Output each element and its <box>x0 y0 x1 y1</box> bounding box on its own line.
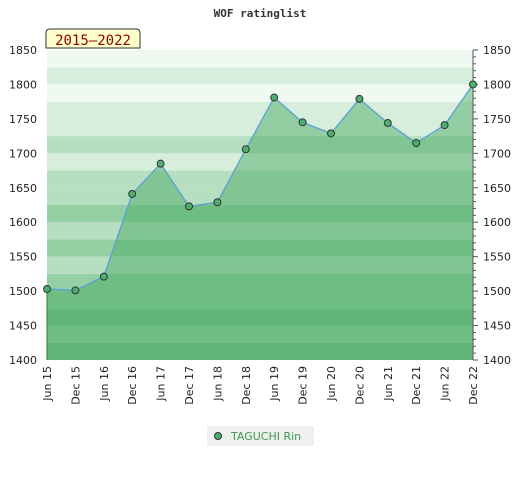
data-point <box>241 145 250 154</box>
y-tick-label-right: 1400 <box>483 354 511 367</box>
y-tick-label-right: 1550 <box>483 251 511 264</box>
x-tick-label: Jun 17 <box>155 366 168 402</box>
data-point <box>412 139 421 147</box>
band <box>47 118 473 137</box>
y-tick-label-right: 1750 <box>483 113 511 126</box>
data-point <box>440 121 449 130</box>
x-tick-label: Jun 22 <box>439 366 452 402</box>
band <box>47 50 473 68</box>
data-point <box>213 198 222 207</box>
y-tick-label-left: 1600 <box>9 216 37 229</box>
y-tick-label-right: 1700 <box>483 147 511 160</box>
band <box>47 170 473 188</box>
y-tick-label-left: 1650 <box>9 182 37 195</box>
x-tick-label: Jun 16 <box>98 366 111 402</box>
band <box>47 136 473 154</box>
x-tick-label: Dec 16 <box>126 366 139 405</box>
period-badge: 2015–2022 <box>45 28 141 49</box>
data-point <box>43 285 51 294</box>
y-tick-label-left: 1550 <box>9 251 37 264</box>
x-tick-label: Jun 21 <box>382 366 395 402</box>
band <box>47 342 473 360</box>
y-tick-label-right: 1800 <box>483 78 511 91</box>
area-layer <box>46 84 474 360</box>
x-tick-label: Dec 15 <box>69 366 82 405</box>
band <box>47 101 473 119</box>
data-point <box>383 119 392 128</box>
x-tick-label: Dec 20 <box>353 366 366 405</box>
band <box>47 239 473 257</box>
y-tick-label-right: 1850 <box>483 44 511 57</box>
data-point <box>355 94 364 103</box>
data-point <box>156 159 165 168</box>
y-tick-label-left: 1750 <box>9 113 37 126</box>
x-tick-label: Dec 17 <box>183 366 196 405</box>
y-tick-label-right: 1450 <box>483 320 511 333</box>
series-line <box>46 84 474 292</box>
x-tick-label: Dec 22 <box>467 366 480 405</box>
x-tick-label: Jun 15 <box>41 366 54 402</box>
y-tick-label-left: 1400 <box>9 354 37 367</box>
axes: 1400 1400 1450 1450 1500 1500 1550 1550 1600 1600… <box>9 44 511 405</box>
data-point <box>469 80 477 89</box>
background-bands <box>47 50 473 360</box>
band <box>47 325 473 343</box>
band <box>47 273 473 292</box>
legend: TAGUCHI Rin <box>207 426 314 446</box>
legend-box <box>207 426 314 446</box>
band <box>47 222 473 240</box>
band <box>47 67 473 85</box>
band <box>47 205 473 223</box>
data-point <box>298 118 307 127</box>
y-tick-label-left: 1450 <box>9 320 37 333</box>
x-tick-label: Dec 18 <box>240 366 253 405</box>
legend-marker <box>214 432 222 440</box>
data-point <box>128 189 137 198</box>
x-tick-label: Jun 18 <box>211 366 224 402</box>
data-point <box>99 272 108 281</box>
band <box>47 308 473 326</box>
data-point <box>71 286 80 295</box>
band <box>47 84 473 102</box>
x-tick-label: Jun 20 <box>325 366 338 402</box>
data-point <box>185 202 193 211</box>
y-tick-label-right: 1500 <box>483 285 511 298</box>
y-tick-label-left: 1800 <box>9 78 37 91</box>
x-tick-label: Dec 21 <box>410 366 423 405</box>
markers <box>43 80 477 295</box>
data-point <box>327 129 335 138</box>
y-tick-label-right: 1650 <box>483 182 511 195</box>
y-tick-label-right: 1600 <box>483 216 511 229</box>
series-area <box>47 84 473 360</box>
y-tick-label-left: 1850 <box>9 44 37 57</box>
x-tick-label: Dec 19 <box>297 366 310 405</box>
x-tick-label: Jun 19 <box>268 366 281 402</box>
y-tick-label-left: 1500 <box>9 285 37 298</box>
legend-label: TAGUCHI Rin <box>230 430 301 443</box>
band <box>47 291 473 309</box>
badge-text: 2015–2022 <box>55 33 131 49</box>
band <box>47 153 473 171</box>
data-point <box>270 93 279 102</box>
band <box>47 187 473 205</box>
chart-title: WOF ratinglist <box>214 7 307 20</box>
band <box>47 256 473 274</box>
y-tick-label-left: 1700 <box>9 147 37 160</box>
